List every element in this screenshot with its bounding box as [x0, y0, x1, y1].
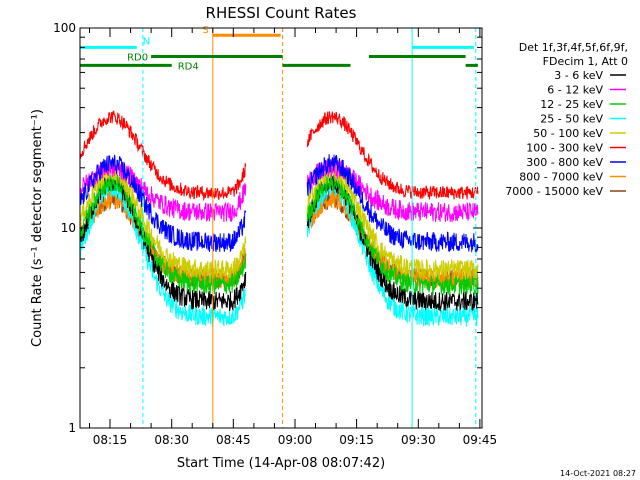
- legend-header-line-2: FDecim 1, Att 0: [543, 55, 628, 68]
- x-axis-label: Start Time (14-Apr-08 08:07:42): [177, 456, 385, 471]
- timestamp: 14-Oct-2021 08:27: [560, 469, 636, 478]
- legend-label-8: 800 - 7000 keV: [519, 171, 603, 184]
- x-tick-label-0900: 09:00: [278, 433, 313, 447]
- series-line-50-100kev-seg1: [79, 160, 247, 279]
- flag-label-rd4: RD4: [178, 61, 199, 72]
- legend-label-2: 6 - 12 keV: [547, 84, 603, 97]
- x-tick-label-0930: 09:30: [401, 433, 436, 447]
- series-line-300-800kev-seg1: [79, 154, 247, 252]
- legend-label-1: 3 - 6 keV: [554, 69, 603, 82]
- y-tick-label-100: 100: [53, 21, 76, 35]
- legend-label-4: 25 - 50 keV: [540, 113, 603, 126]
- series-line-100-300kev-seg2: [306, 110, 479, 200]
- series-line-6-12kev-seg1: [79, 158, 247, 223]
- series-line-12-25kev-seg2: [306, 170, 479, 296]
- axes-layer: 1 10 100 08:15 08:30 08:45 09:00 09:15 09:30 09:4…: [53, 21, 497, 447]
- y-tick-label-10: 10: [61, 221, 76, 235]
- flag-label-s: S: [202, 25, 208, 36]
- x-tick-label-0945: 09:45: [463, 433, 498, 447]
- y-tick-label-1: 1: [68, 421, 76, 435]
- series-line-100-300kev-seg1: [79, 110, 247, 202]
- legend-label-7: 300 - 800 keV: [526, 156, 603, 169]
- flag-label-rd0: RD0: [127, 53, 148, 64]
- y-axis-label: Count Rate (s⁻¹ detector segment⁻¹): [30, 109, 45, 347]
- x-tick-label-0845: 08:45: [216, 433, 251, 447]
- flag-label-n: N: [143, 36, 150, 47]
- series-line-300-800kev-seg2: [306, 154, 479, 253]
- chart-title: RHESSI Count Rates: [206, 4, 357, 22]
- legend: Det 1f,3f,4f,5f,6f,9f,FDecim 1, Att 03 -…: [505, 41, 628, 198]
- legend-label-3: 12 - 25 keV: [540, 98, 603, 111]
- legend-label-9: 7000 - 15000 keV: [505, 185, 603, 198]
- plot-data-layer: [79, 110, 479, 327]
- legend-header-line-1: Det 1f,3f,4f,5f,6f,9f,: [519, 41, 628, 54]
- x-tick-label-0815: 08:15: [93, 433, 128, 447]
- x-tick-label-0830: 08:30: [154, 433, 189, 447]
- x-tick-label-0915: 09:15: [339, 433, 374, 447]
- legend-label-5: 50 - 100 keV: [533, 127, 603, 140]
- legend-label-6: 100 - 300 keV: [526, 142, 603, 155]
